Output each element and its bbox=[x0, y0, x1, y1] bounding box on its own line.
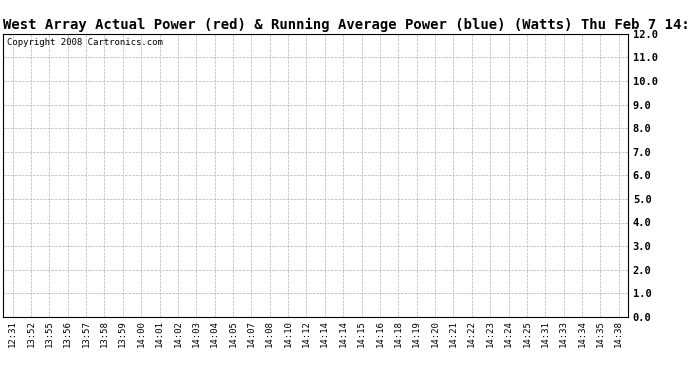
Text: Copyright 2008 Cartronics.com: Copyright 2008 Cartronics.com bbox=[7, 38, 162, 47]
Text: West Array Actual Power (red) & Running Average Power (blue) (Watts) Thu Feb 7 1: West Array Actual Power (red) & Running … bbox=[3, 18, 690, 32]
